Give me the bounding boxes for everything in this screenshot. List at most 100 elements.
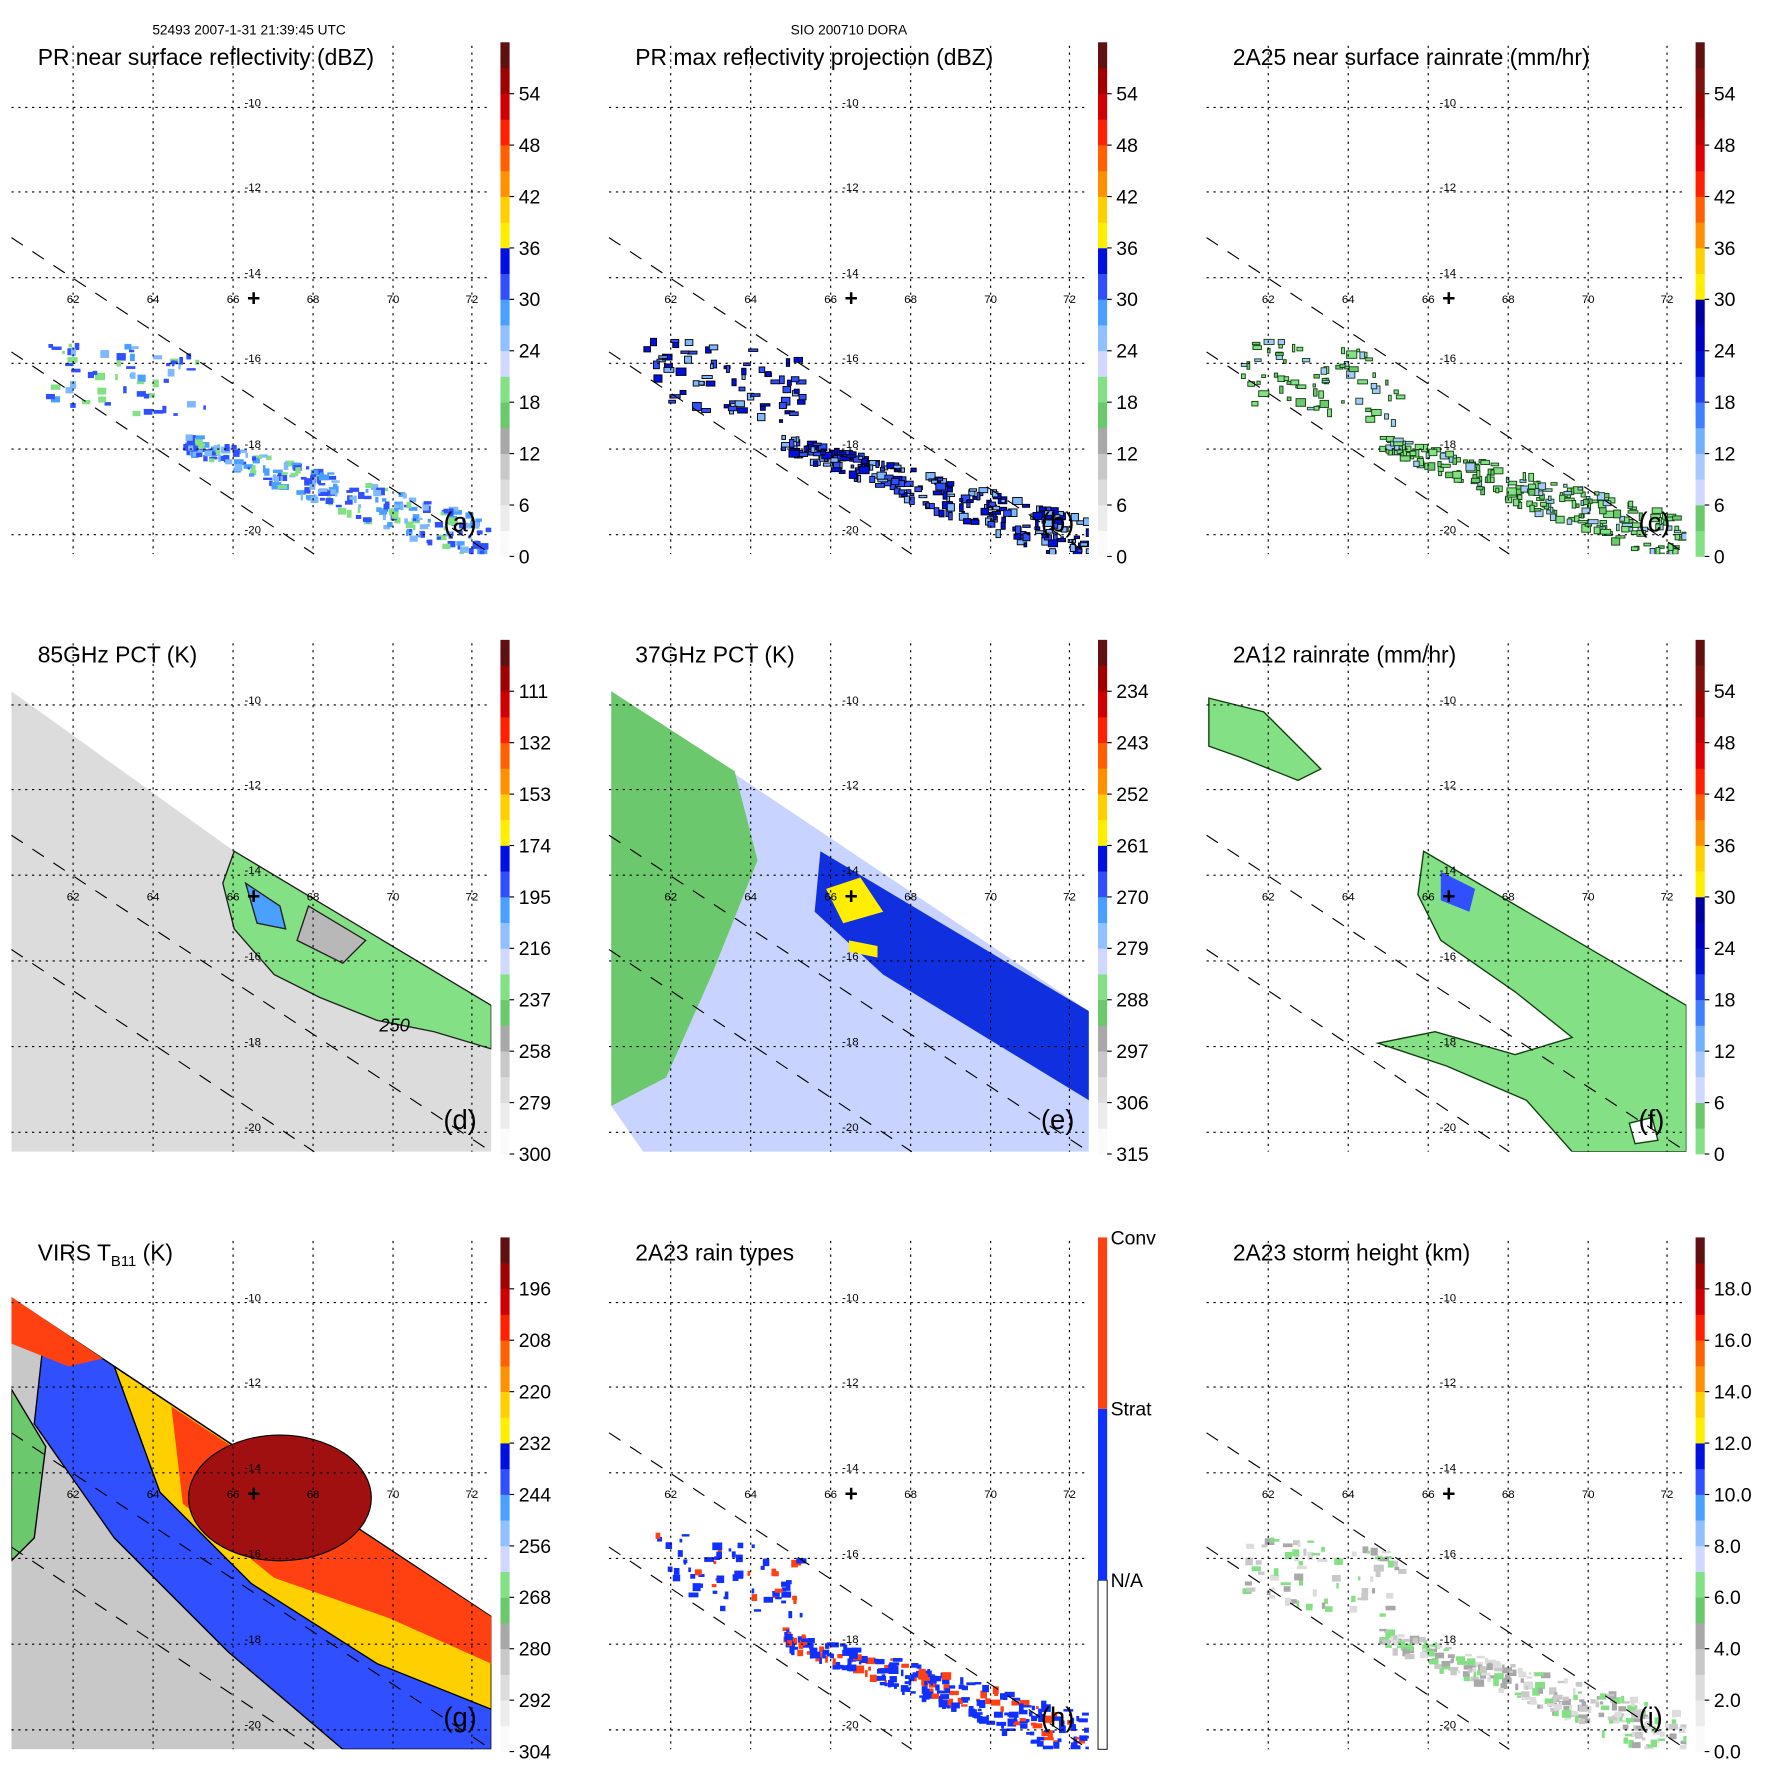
rain-pixel — [1476, 486, 1484, 491]
rain-pixel — [1004, 1691, 1015, 1698]
colorbar-tick-label: 12.0 — [1714, 1433, 1752, 1455]
rain-pixel — [708, 344, 719, 351]
colorbar-tick-label: 0 — [519, 546, 530, 568]
rain-pixel — [658, 355, 668, 359]
lon-label: 66 — [1422, 1489, 1435, 1501]
rain-pixel — [1528, 1672, 1532, 1676]
rain-pixel — [1395, 394, 1406, 400]
pr-swath-edge — [1206, 834, 1687, 1153]
rain-pixel — [1670, 1752, 1673, 1756]
rain-pixel — [757, 413, 766, 422]
rain-pixel — [409, 529, 412, 533]
lon-label: 68 — [1502, 1489, 1515, 1501]
colorbar-segment — [1695, 453, 1705, 480]
rain-pixel — [1608, 1719, 1617, 1724]
rain-pixel — [1674, 534, 1681, 541]
rain-pixel — [1448, 1666, 1459, 1671]
panel-d: 250 62 64 66 68 70 72 -10 -12 -14 -16 -18 -20 +85GHz … — [11, 639, 551, 1166]
rain-pixel — [1611, 1702, 1617, 1711]
rain-pixel — [927, 1675, 937, 1684]
lat-label: -16 — [245, 353, 262, 365]
colorbar-segment — [1098, 896, 1108, 923]
colorbar-segment — [1098, 794, 1108, 821]
rain-pixel — [1297, 1542, 1301, 1548]
colorbar-segment — [1695, 1314, 1705, 1341]
rain-pixel — [843, 1644, 848, 1652]
rain-pixel — [1564, 1678, 1568, 1684]
rain-pixel — [842, 1649, 851, 1656]
rain-pixel — [1452, 457, 1458, 465]
rain-pixel — [1075, 1737, 1080, 1740]
rain-pixel — [1680, 1740, 1687, 1745]
rain-pixel — [753, 1609, 762, 1612]
rain-pixel — [62, 350, 65, 354]
rain-pixel — [859, 1655, 868, 1664]
colorbar-segment — [500, 145, 510, 172]
panel-title: PR max reflectivity projection (dBZ) — [635, 44, 993, 70]
rain-pixel — [1616, 523, 1620, 532]
rain-pixel — [933, 1678, 942, 1682]
rain-pixel — [1346, 350, 1358, 359]
rain-pixel — [1579, 1704, 1589, 1712]
colorbar-segment — [1098, 170, 1108, 197]
rain-pixel — [751, 1594, 758, 1602]
lon-label: 66 — [824, 294, 837, 306]
rain-pixel — [723, 1596, 728, 1600]
rain-pixel — [1577, 486, 1583, 491]
rain-pixel — [801, 1638, 809, 1643]
lat-label: -18 — [1440, 439, 1457, 451]
colorbar-tick-label: 6 — [1714, 495, 1725, 517]
rain-pixel — [673, 1567, 680, 1575]
rain-pixel — [865, 1657, 876, 1665]
rain-pixel — [972, 1712, 981, 1718]
rain-pixel — [1683, 1736, 1687, 1743]
colorbar-segment — [1695, 1417, 1705, 1444]
rain-pixel — [1666, 1751, 1671, 1756]
lat-label: -12 — [842, 779, 859, 791]
rain-pixel — [781, 1581, 791, 1587]
rain-pixel — [946, 503, 955, 512]
rain-pixel — [797, 1649, 804, 1657]
colorbar-segment — [500, 716, 510, 744]
colorbar-tick-label: 54 — [1714, 84, 1736, 106]
colorbar-tick-label: 292 — [519, 1690, 551, 1712]
rain-pixel — [1657, 545, 1665, 549]
colorbar-tick-label: 216 — [519, 938, 551, 960]
rain-pixel — [370, 484, 379, 491]
rain-pixel — [1627, 1705, 1638, 1712]
rain-pixel — [789, 411, 799, 417]
rain-pixel — [476, 530, 483, 535]
rain-pixel — [1484, 1657, 1489, 1664]
rain-pixel — [1621, 1695, 1625, 1704]
rain-pixel — [1061, 556, 1063, 560]
rain-pixel — [751, 1588, 755, 1594]
colorbar-tick-label: 18 — [519, 392, 541, 414]
rain-pixel — [1649, 1715, 1652, 1720]
rain-pixel — [394, 504, 400, 509]
rain-pixel — [1627, 510, 1639, 514]
rain-pixel — [259, 455, 263, 459]
rain-pixel — [1275, 352, 1284, 356]
rain-pixel — [807, 1638, 815, 1644]
rain-pixel — [295, 467, 301, 474]
rain-pixel — [1490, 462, 1500, 467]
rain-pixel — [830, 457, 839, 463]
rain-pixel — [791, 1647, 795, 1656]
rain-pixel — [1361, 1587, 1369, 1595]
rain-pixel — [94, 372, 106, 381]
lat-label: -18 — [245, 1036, 262, 1048]
rain-pixel — [1575, 1715, 1579, 1723]
rain-pixel — [167, 368, 175, 377]
rain-pixel — [980, 1690, 987, 1699]
lon-label: 66 — [1422, 891, 1435, 903]
rain-pixel — [1398, 1568, 1407, 1574]
rain-pixel — [1373, 1564, 1384, 1572]
rain-pixel — [1018, 1709, 1028, 1715]
rain-pixel — [1072, 539, 1076, 544]
rain-pixel — [1001, 516, 1006, 524]
rain-pixel — [1036, 1736, 1046, 1741]
rain-pixel — [304, 478, 314, 486]
colorbar-segment — [1695, 273, 1705, 300]
rain-pixel — [1631, 1717, 1641, 1723]
rain-pixel — [1384, 413, 1389, 420]
